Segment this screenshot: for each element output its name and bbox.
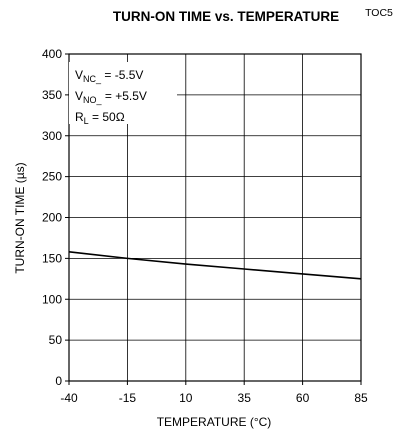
y-tick-label: 200 [42, 211, 62, 225]
y-tick-label: 300 [42, 129, 62, 143]
y-tick-label: 400 [42, 47, 62, 61]
axes [65, 53, 362, 385]
y-axis-label: TURN-ON TIME (µs) [13, 162, 27, 273]
y-tick-label: 250 [42, 170, 62, 184]
x-tick-labels: -40 -15 10 35 60 85 [60, 391, 368, 405]
y-tick-label: 350 [42, 88, 62, 102]
x-tick-label: 85 [354, 391, 368, 405]
y-tick-label: 150 [42, 251, 62, 265]
x-tick-label: 10 [179, 391, 193, 405]
y-tick-label: 100 [42, 292, 62, 306]
y-tick-label: 0 [55, 374, 62, 388]
x-axis-label: TEMPERATURE (°C) [157, 415, 272, 429]
series [68, 251, 362, 280]
x-tick-label: -40 [60, 391, 78, 405]
x-tick-label: 35 [238, 391, 252, 405]
annotation-rl: RL = 50Ω [75, 110, 125, 126]
y-tick-labels: 0 50 100 150 200 250 300 350 400 [42, 47, 62, 388]
figure-id: TOC5 [365, 7, 393, 19]
annotation-vno: VNO_ = +5.5V [75, 89, 147, 105]
chart-title: TURN-ON TIME vs. TEMPERATURE [113, 9, 339, 24]
plot-frame [68, 53, 362, 382]
y-tick-label: 50 [49, 333, 63, 347]
x-tick-label: -15 [119, 391, 137, 405]
annotation-background [69, 62, 177, 124]
series-line [68, 251, 362, 280]
x-tick-label: 60 [296, 391, 310, 405]
annotation-box: VNC_ = -5.5V VNO_ = +5.5V RL = 50Ω [69, 62, 177, 126]
annotation-vnc: VNC_ = -5.5V [75, 68, 143, 84]
